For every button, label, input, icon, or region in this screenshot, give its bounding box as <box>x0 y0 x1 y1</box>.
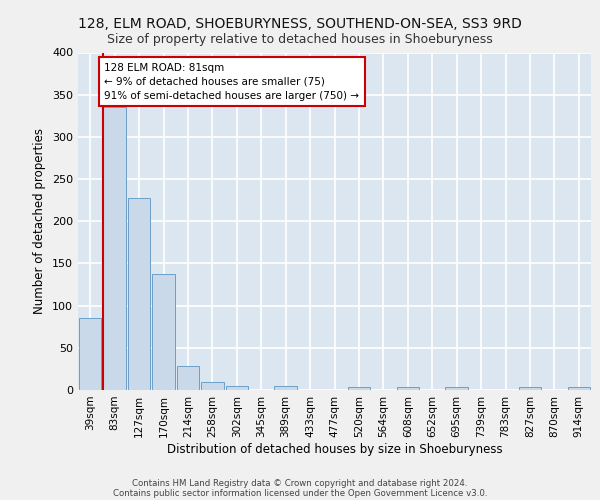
Bar <box>274 386 297 390</box>
Text: 128, ELM ROAD, SHOEBURYNESS, SOUTHEND-ON-SEA, SS3 9RD: 128, ELM ROAD, SHOEBURYNESS, SOUTHEND-ON… <box>78 18 522 32</box>
Bar <box>79 318 101 390</box>
Text: Contains HM Land Registry data © Crown copyright and database right 2024.: Contains HM Land Registry data © Crown c… <box>132 478 468 488</box>
Text: 128 ELM ROAD: 81sqm
← 9% of detached houses are smaller (75)
91% of semi-detache: 128 ELM ROAD: 81sqm ← 9% of detached hou… <box>104 62 359 100</box>
Bar <box>201 382 224 390</box>
Bar <box>176 366 199 390</box>
Bar <box>445 386 468 390</box>
Bar <box>226 386 248 390</box>
Text: Contains public sector information licensed under the Open Government Licence v3: Contains public sector information licen… <box>113 488 487 498</box>
Bar <box>397 388 419 390</box>
X-axis label: Distribution of detached houses by size in Shoeburyness: Distribution of detached houses by size … <box>167 442 502 456</box>
Y-axis label: Number of detached properties: Number of detached properties <box>34 128 46 314</box>
Bar <box>518 388 541 390</box>
Bar <box>103 108 126 390</box>
Bar <box>152 274 175 390</box>
Text: Size of property relative to detached houses in Shoeburyness: Size of property relative to detached ho… <box>107 32 493 46</box>
Bar <box>128 198 151 390</box>
Bar <box>347 388 370 390</box>
Bar <box>568 388 590 390</box>
